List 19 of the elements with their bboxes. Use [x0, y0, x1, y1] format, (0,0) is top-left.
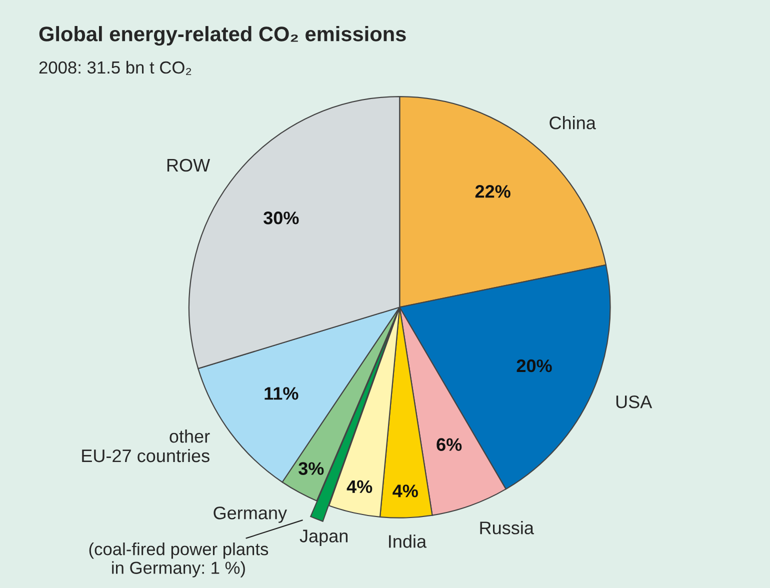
data-label: 11%: [264, 387, 298, 400]
data-label: 3%: [298, 462, 324, 475]
data-label: 4%: [392, 484, 418, 498]
slice-label: India: [389, 534, 427, 548]
slice-label: ROW: [167, 158, 210, 172]
slice-label: Japan: [300, 530, 348, 546]
slice-label: China: [550, 116, 596, 130]
data-label: 30%: [264, 212, 299, 224]
data-label: 20%: [516, 359, 552, 372]
slice-label: Russia: [480, 521, 534, 534]
slice-label: Germany: [214, 506, 287, 523]
slice-label: (coal-fired power plants in Germany: 1 %): [89, 542, 268, 578]
chart-title: Global energy-related CO₂ emissions: [39, 26, 406, 46]
slice-label: other EU-27 countries: [82, 430, 210, 462]
chart-subtitle: 2008: 31.5 bn t CO₂: [39, 60, 192, 75]
data-label: 6%: [436, 438, 462, 451]
data-label: 22%: [475, 185, 510, 198]
slice-label: USA: [616, 395, 652, 408]
data-label: 4%: [346, 480, 372, 494]
